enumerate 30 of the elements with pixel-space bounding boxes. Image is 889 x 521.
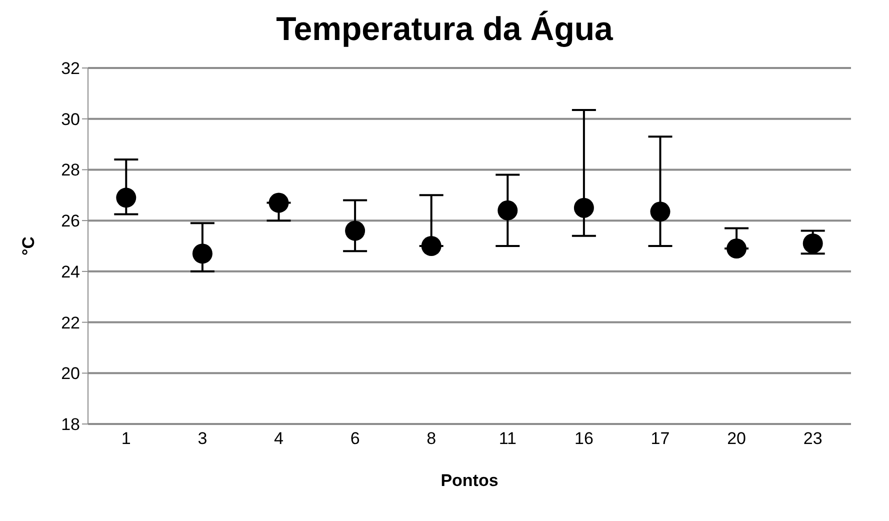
y-axis-title: °C: [19, 236, 38, 256]
point: [498, 200, 518, 220]
x-tick-label: 3: [198, 429, 208, 448]
x-tick-label: 8: [426, 429, 436, 448]
point: [268, 192, 289, 213]
point: [574, 198, 594, 218]
point: [192, 244, 212, 264]
x-tick-label: 23: [803, 429, 822, 448]
y-tick-label: 20: [61, 364, 80, 384]
y-tick-label: 22: [61, 313, 80, 332]
chart-title: Temperatura da Água: [275, 10, 614, 49]
point: [726, 238, 747, 259]
point: [116, 188, 136, 208]
y-tick-label: 32: [61, 59, 80, 78]
y-tick-label: 26: [61, 212, 80, 231]
x-tick-label: 17: [650, 429, 670, 448]
y-tick-label: 18: [61, 415, 80, 434]
x-tick-label: 6: [350, 429, 360, 448]
point: [421, 236, 442, 256]
x-axis-title: Pontos: [440, 471, 498, 490]
x-tick-label: 4: [274, 429, 284, 448]
x-tick-label: 16: [574, 429, 594, 448]
y-tick-label: 30: [61, 110, 80, 129]
x-tick-label: 1: [121, 429, 131, 448]
point: [650, 202, 670, 222]
x-tick-label: 11: [498, 429, 516, 448]
point: [345, 220, 366, 241]
x-tick-label: 20: [727, 429, 746, 448]
y-tick-label: 24: [61, 262, 80, 282]
y-tick-label: 28: [61, 160, 80, 180]
